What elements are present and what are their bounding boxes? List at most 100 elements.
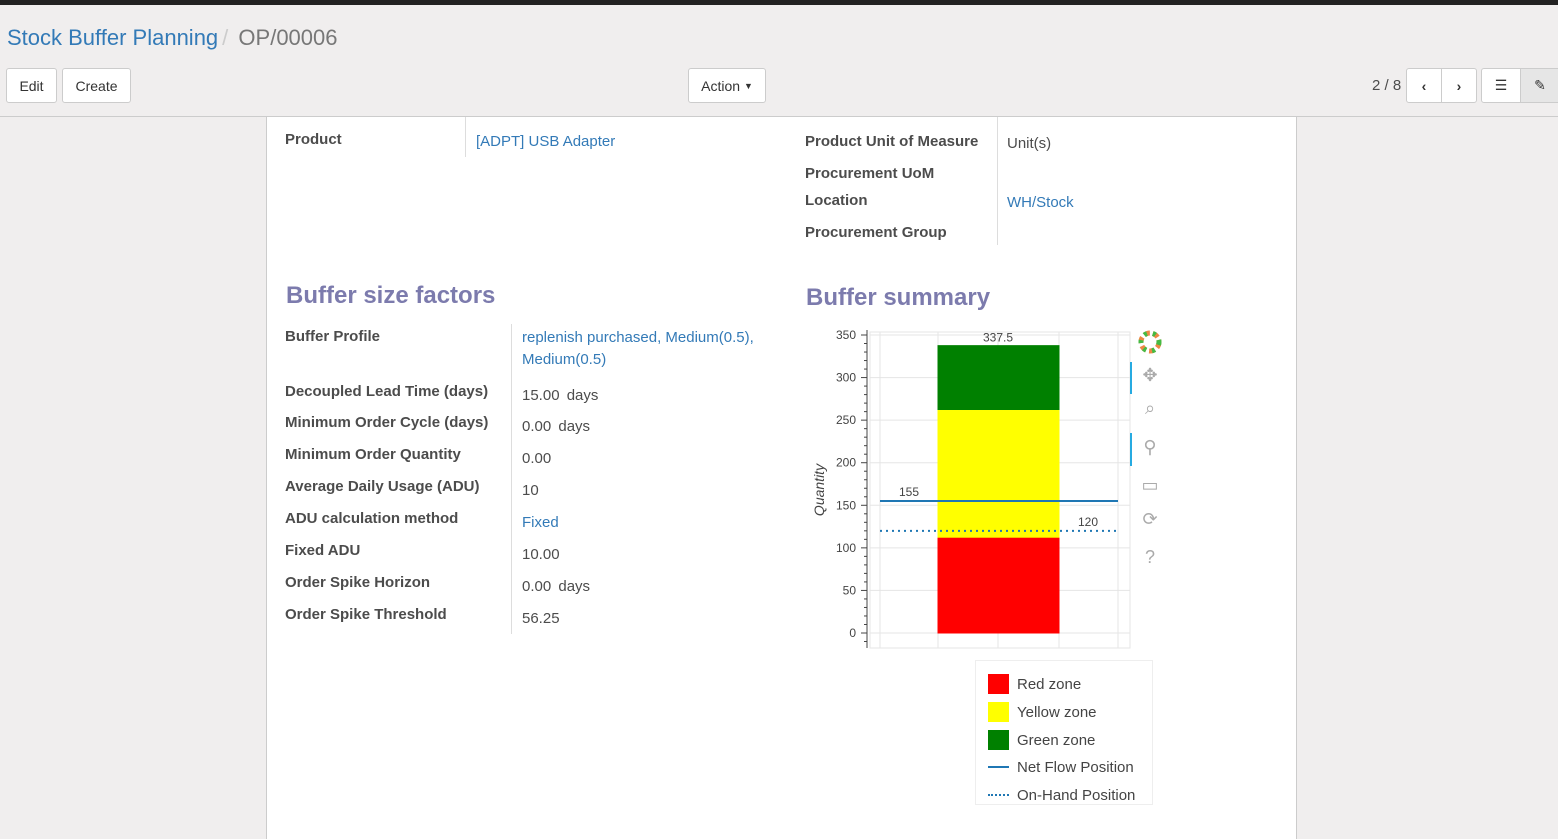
edit-button[interactable]: Edit xyxy=(6,68,57,103)
y-tick-label: 200 xyxy=(836,456,856,470)
legend-item: Green zone xyxy=(988,729,1095,751)
factor-label: Fixed ADU xyxy=(285,542,361,559)
legend-label: Red zone xyxy=(1017,675,1082,693)
factor-value-text: 0.00 xyxy=(522,578,552,595)
factor-value-text: replenish purchased, Medium(0.5), Medium… xyxy=(522,329,754,368)
list-view-button[interactable]: ☰ xyxy=(1481,68,1521,103)
proc-group-label: Procurement Group xyxy=(805,224,947,241)
chart-legend: Red zone Yellow zone Green zone Net Flow… xyxy=(975,660,1153,805)
edit-icon: ✎ xyxy=(1534,77,1546,93)
create-button[interactable]: Create xyxy=(62,68,131,103)
pager-previous-button[interactable]: ‹ xyxy=(1406,68,1442,103)
bar-red-zone xyxy=(937,536,1060,634)
legend-label: Green zone xyxy=(1017,731,1096,749)
factor-label: Buffer Profile xyxy=(285,328,381,345)
factor-label: Decoupled Lead Time (days) xyxy=(285,383,489,400)
top-bar xyxy=(0,0,1558,5)
legend-label: Yellow zone xyxy=(1017,703,1097,721)
factor-label: ADU calculation method xyxy=(285,510,459,527)
product-value[interactable]: [ADPT] USB Adapter xyxy=(476,133,616,150)
divider xyxy=(997,117,998,245)
breadcrumb-separator: / xyxy=(222,25,229,50)
control-panel: Stock Buffer Planning / OP/00006 Edit Cre… xyxy=(0,5,1558,117)
proc-uom-label: Procurement UoM xyxy=(805,165,935,182)
legend-item: Yellow zone xyxy=(988,701,1097,723)
buffer-chart: 050100150200250300350Quantity112.5262.53… xyxy=(811,328,1131,649)
y-tick-label: 50 xyxy=(843,583,857,597)
legend-swatch xyxy=(988,766,1009,768)
y-tick-label: 0 xyxy=(849,626,856,640)
location-label: Location xyxy=(805,192,868,209)
y-tick-label: 350 xyxy=(836,328,856,342)
factor-value: 10 xyxy=(522,480,782,502)
location-value[interactable]: WH/Stock xyxy=(1007,194,1074,211)
factor-value: 10.00 xyxy=(522,544,782,566)
legend-item: Net Flow Position xyxy=(988,756,1134,778)
legend-item: On-Hand Position xyxy=(988,784,1135,806)
bar-green-zone xyxy=(937,345,1060,410)
list-icon: ☰ xyxy=(1494,77,1508,93)
y-tick-label: 250 xyxy=(836,413,856,427)
uom-label: Product Unit of Measure xyxy=(805,133,979,150)
box-zoom-icon[interactable]: ⌕ xyxy=(1144,398,1156,418)
bar-data-label: 337.5 xyxy=(983,331,1013,345)
pan-icon[interactable]: ✥ xyxy=(1142,365,1158,385)
legend-swatch xyxy=(988,674,1009,694)
active-tool-indicator xyxy=(1130,362,1132,394)
legend-item: Red zone xyxy=(988,673,1081,695)
factor-value: 0.00 xyxy=(522,448,782,470)
factor-value-text: 10.00 xyxy=(522,546,560,563)
product-label: Product xyxy=(285,131,342,148)
legend-swatch xyxy=(988,794,1009,796)
wheel-zoom-icon[interactable]: ⚲ xyxy=(1143,437,1157,457)
factor-value: 0.00 days xyxy=(522,576,782,598)
legend-label: Net Flow Position xyxy=(1017,758,1134,776)
factor-value: 15.00 days xyxy=(522,385,782,407)
form-view-button[interactable]: ✎ xyxy=(1520,68,1558,103)
summary-title: Buffer summary xyxy=(806,284,991,311)
caret-down-icon: ▼ xyxy=(743,80,753,91)
factor-value: replenish purchased, Medium(0.5), Medium… xyxy=(522,327,782,371)
legend-swatch xyxy=(988,730,1009,750)
action-dropdown[interactable]: Action ▼ xyxy=(688,68,766,103)
save-icon[interactable]: ▭ xyxy=(1141,475,1159,495)
factor-value-text: 0.00 xyxy=(522,450,552,467)
y-tick-label: 300 xyxy=(836,371,856,385)
bokeh-logo-icon[interactable] xyxy=(1138,330,1162,354)
factor-value-text: 56.25 xyxy=(522,610,560,627)
factor-label: Average Daily Usage (ADU) xyxy=(285,478,480,495)
active-tool-indicator xyxy=(1130,433,1132,466)
bar-yellow-zone xyxy=(937,409,1060,538)
factor-value-text: 10 xyxy=(522,482,539,499)
factor-label: Order Spike Threshold xyxy=(285,606,447,623)
help-icon[interactable]: ? xyxy=(1144,547,1155,567)
factor-unit: days xyxy=(566,387,599,404)
factor-value: 56.25 xyxy=(522,608,782,630)
reset-icon[interactable]: ⟳ xyxy=(1142,509,1158,529)
pager-next-button[interactable]: › xyxy=(1441,68,1477,103)
divider xyxy=(511,324,512,634)
factor-value: Fixed xyxy=(522,512,782,534)
pager-value: 2 / 8 xyxy=(1372,77,1402,94)
line-data-label: 120 xyxy=(1078,515,1098,529)
y-tick-label: 100 xyxy=(836,541,856,555)
factors-title: Buffer size factors xyxy=(286,282,496,309)
uom-value: Unit(s) xyxy=(1007,135,1052,152)
breadcrumb-parent[interactable]: Stock Buffer Planning xyxy=(7,25,219,50)
line-data-label: 155 xyxy=(899,485,919,499)
factor-value-text: Fixed xyxy=(522,514,559,531)
factor-label: Order Spike Horizon xyxy=(285,574,431,591)
y-axis-label: Quantity xyxy=(811,463,827,516)
factor-label: Minimum Order Cycle (days) xyxy=(285,414,489,431)
divider xyxy=(465,117,466,157)
factor-value-text: 0.00 xyxy=(522,418,552,435)
legend-label: On-Hand Position xyxy=(1017,786,1136,804)
breadcrumb-current: OP/00006 xyxy=(238,25,338,50)
factor-value: 0.00 days xyxy=(522,416,782,438)
factor-value-text: 15.00 xyxy=(522,387,560,404)
chevron-right-icon: › xyxy=(1456,77,1462,94)
y-tick-label: 150 xyxy=(836,498,856,512)
factor-unit: days xyxy=(558,578,591,595)
chevron-left-icon: ‹ xyxy=(1421,77,1427,94)
action-label: Action xyxy=(701,77,741,94)
